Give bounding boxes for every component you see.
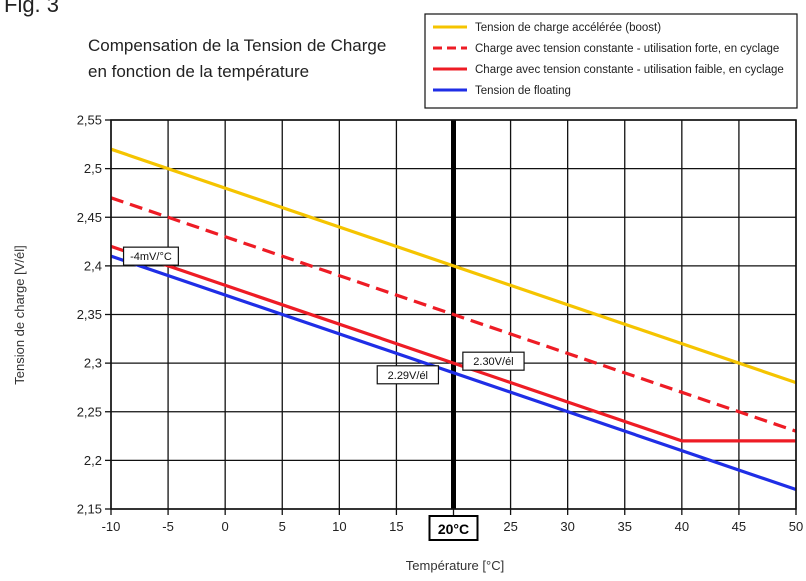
y-axis-label: Tension de charge [V/él]: [12, 245, 27, 384]
y-tick-label: 2,5: [84, 161, 102, 176]
series-line-1: [110, 147, 797, 385]
x-axis-label: Température [°C]: [406, 558, 504, 573]
x-tick-label: 5: [279, 519, 286, 534]
x-tick-label: 15: [389, 519, 403, 534]
chart-title-line-2: en fonction de la température: [88, 62, 309, 81]
legend-label-3: Charge avec tension constante - utilisat…: [475, 64, 784, 76]
legend-box: [424, 13, 798, 109]
tick-labels: 2,15 2,2 2,25 2,3 2,35 2,4 2,45 2,5 2,55 -10 -5 0 5 1…: [77, 113, 803, 541]
x-tick-highlight-box: [428, 515, 479, 541]
series-line-4: [110, 254, 797, 492]
annotation-label-1: -4mV/°C: [130, 251, 172, 263]
y-tick-label: 2,25: [77, 404, 102, 419]
series-line-2: [110, 196, 797, 433]
x-tick-label: 0: [222, 519, 229, 534]
series-group: [110, 147, 797, 492]
y-tick-label: 2,4: [84, 258, 102, 273]
x-tick-label: 35: [618, 519, 632, 534]
x-tick-label: -10: [102, 519, 121, 534]
y-tick-label: 2,15: [77, 502, 102, 517]
legend-label-4: Tension de floating: [475, 85, 571, 97]
y-tick-label: 2,2: [84, 453, 102, 468]
x-tick-label: 45: [732, 519, 746, 534]
x-tick-label: 30: [560, 519, 574, 534]
annotation-label-2: 2.30V/él: [473, 356, 513, 368]
x-tick-label: 10: [332, 519, 346, 534]
annotation-box-3: [376, 365, 440, 385]
x-tick-label: 50: [789, 519, 803, 534]
series-line-3: [110, 244, 796, 443]
x-tick-label: 25: [503, 519, 517, 534]
y-tick-label: 2,3: [84, 356, 102, 371]
annotation-box-2: [462, 351, 525, 371]
y-tick-label: 2,45: [77, 210, 102, 225]
chart-title-line-1: Compensation de la Tension de Charge: [88, 36, 386, 55]
legend: Tension de charge accélérée (boost) Charg…: [424, 13, 798, 109]
x-tick-label-highlight: 20°C: [438, 521, 469, 537]
legend-label-2: Charge avec tension constante - utilisat…: [475, 43, 779, 55]
x-tick-label: -5: [162, 519, 174, 534]
y-tick-label: 2,35: [77, 307, 102, 322]
x-tick-label: 40: [675, 519, 689, 534]
annotation-box-1: [122, 246, 179, 266]
y-tick-label: 2,55: [77, 113, 102, 128]
annotations: -4mV/°C 2.30V/él 2.29V/él: [122, 246, 525, 385]
legend-label-1: Tension de charge accélérée (boost): [475, 22, 661, 34]
figure-label: Fig. 3: [4, 0, 59, 17]
annotation-label-3: 2.29V/él: [388, 370, 428, 382]
